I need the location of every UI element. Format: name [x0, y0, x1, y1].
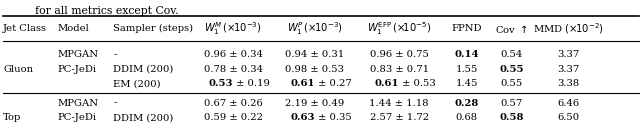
Text: Top: Top: [3, 113, 22, 122]
Text: 0.68: 0.68: [456, 113, 478, 122]
Text: 0.83 ± 0.71: 0.83 ± 0.71: [369, 65, 429, 74]
Text: FPND: FPND: [452, 24, 482, 33]
Text: Jet Class: Jet Class: [3, 24, 47, 33]
Text: 0.59 ± 0.22: 0.59 ± 0.22: [204, 113, 263, 122]
Text: 0.67 ± 0.26: 0.67 ± 0.26: [204, 99, 262, 108]
Text: 0.58: 0.58: [499, 113, 524, 122]
Text: 0.96 ± 0.75: 0.96 ± 0.75: [370, 50, 429, 59]
Text: Cov $\uparrow$: Cov $\uparrow$: [495, 23, 528, 35]
Text: -: -: [113, 99, 116, 108]
Text: MPGAN: MPGAN: [57, 50, 98, 59]
Text: 0.78 ± 0.34: 0.78 ± 0.34: [204, 65, 263, 74]
Text: DDIM (200): DDIM (200): [113, 113, 173, 122]
Text: 0.28: 0.28: [454, 99, 479, 108]
Text: 0.14: 0.14: [454, 50, 479, 59]
Text: PC-JeDi: PC-JeDi: [57, 113, 97, 122]
Text: 2.57 ± 1.72: 2.57 ± 1.72: [369, 113, 429, 122]
Text: EM (200): EM (200): [113, 79, 161, 88]
Text: Sampler (steps): Sampler (steps): [113, 24, 193, 33]
Text: 0.55: 0.55: [499, 65, 524, 74]
Text: 1.55: 1.55: [456, 65, 478, 74]
Text: 0.57: 0.57: [500, 99, 522, 108]
Text: $W_1^{\mathrm{EFP}}\,(\times\!10^{-5})$: $W_1^{\mathrm{EFP}}\,(\times\!10^{-5})$: [367, 20, 431, 37]
Text: 0.98 ± 0.53: 0.98 ± 0.53: [285, 65, 344, 74]
Text: 0.55: 0.55: [500, 79, 522, 88]
Text: 3.37: 3.37: [557, 65, 579, 74]
Text: MPGAN: MPGAN: [57, 99, 98, 108]
Text: 2.19 ± 0.49: 2.19 ± 0.49: [285, 99, 344, 108]
Text: 6.50: 6.50: [557, 113, 579, 122]
Text: ± 0.35: ± 0.35: [315, 113, 351, 122]
Text: 3.37: 3.37: [557, 50, 579, 59]
Text: 1.44 ± 1.18: 1.44 ± 1.18: [369, 99, 429, 108]
Text: PC-JeDi: PC-JeDi: [57, 65, 97, 74]
Text: 6.46: 6.46: [557, 99, 579, 108]
Text: DDIM (200): DDIM (200): [113, 65, 173, 74]
Text: 0.96 ± 0.34: 0.96 ± 0.34: [204, 50, 263, 59]
Text: 1.45: 1.45: [456, 79, 478, 88]
Text: 0.63: 0.63: [290, 113, 315, 122]
Text: Model: Model: [57, 24, 89, 33]
Text: ± 0.19: ± 0.19: [233, 79, 270, 88]
Text: MMD $(\times\!10^{-2})$: MMD $(\times\!10^{-2})$: [532, 21, 604, 36]
Text: 0.54: 0.54: [500, 50, 522, 59]
Text: -: -: [113, 50, 116, 59]
Text: 0.94 ± 0.31: 0.94 ± 0.31: [285, 50, 344, 59]
Text: $W_1^M\,(\times\!10^{-3})$: $W_1^M\,(\times\!10^{-3})$: [204, 20, 262, 37]
Text: $W_1^P\,(\times\!10^{-3})$: $W_1^P\,(\times\!10^{-3})$: [287, 20, 342, 37]
Text: 3.38: 3.38: [557, 79, 579, 88]
Text: 0.53: 0.53: [209, 79, 233, 88]
Text: ± 0.53: ± 0.53: [399, 79, 436, 88]
Text: 0.61: 0.61: [374, 79, 399, 88]
Text: ± 0.27: ± 0.27: [315, 79, 351, 88]
Text: 0.61: 0.61: [290, 79, 315, 88]
Text: Gluon: Gluon: [3, 65, 33, 74]
Text: for all metrics except Cov.: for all metrics except Cov.: [35, 6, 179, 16]
